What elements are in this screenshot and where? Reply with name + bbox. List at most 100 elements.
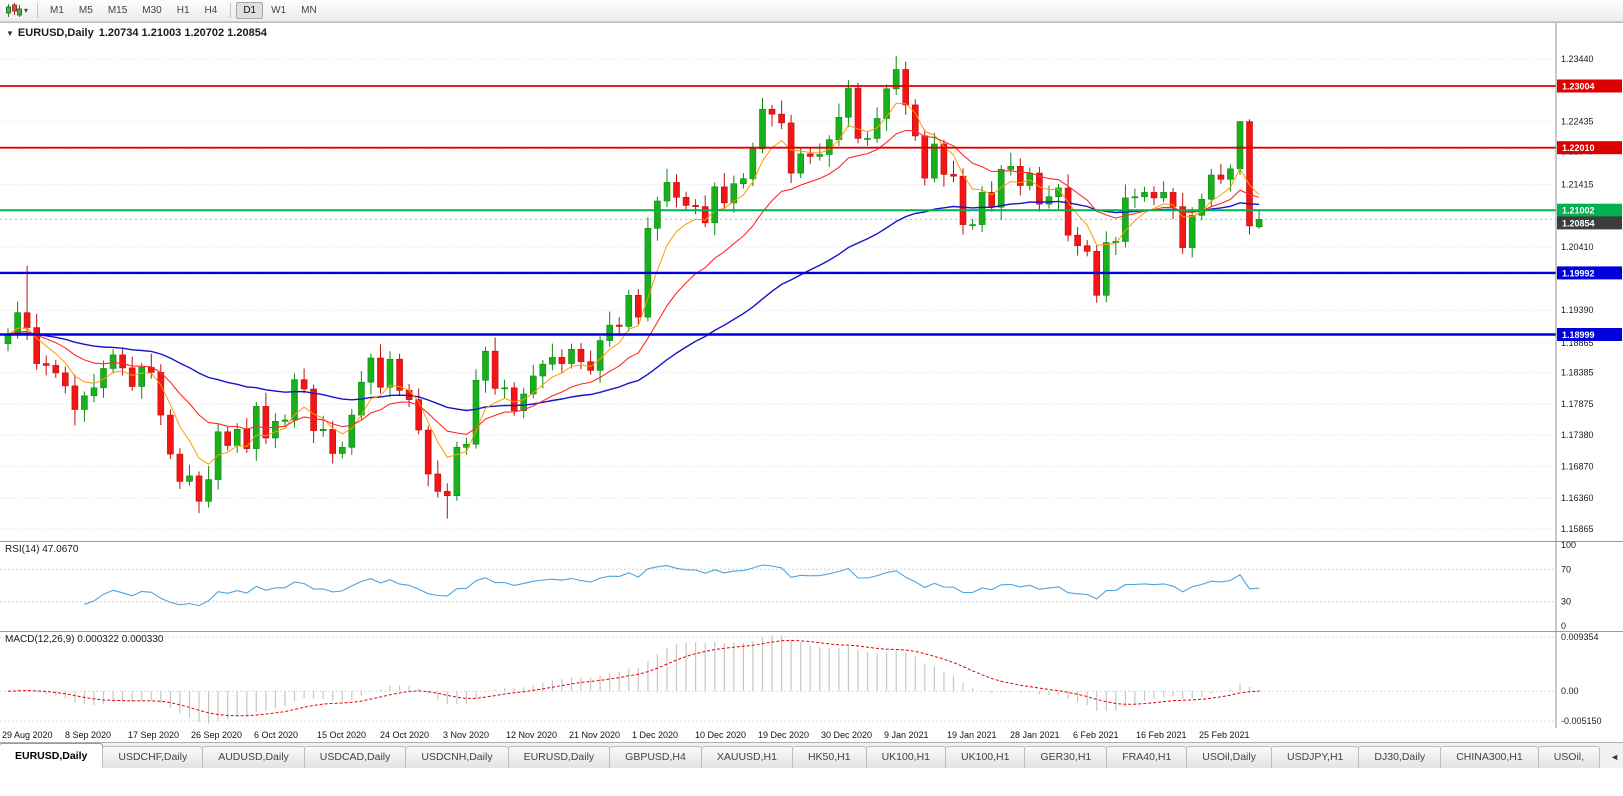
svg-text:1.19992: 1.19992 (1562, 268, 1595, 278)
level-price-badge (1557, 79, 1622, 93)
tab-audusd-daily[interactable]: AUDUSD,Daily (202, 746, 305, 768)
macd-panel: 0.009354 0.00 -0.005150 (0, 631, 1623, 728)
timeframe-h1-button[interactable]: H1 (176, 5, 190, 16)
price-tick-label: 1.23440 (1561, 54, 1594, 64)
chart-window: 1.234401.229901.224351.219451.214151.204… (0, 22, 1623, 742)
tab-eurusd-daily[interactable]: EURUSD,Daily (507, 746, 611, 768)
tab-usoil-daily[interactable]: USOil,Daily (1186, 746, 1272, 768)
ma-slow-line[interactable] (7, 200, 1260, 412)
level-price-badge (1557, 203, 1622, 217)
tab-gbpusd-h4[interactable]: GBPUSD,H4 (609, 746, 702, 768)
tab-scroll-left-icon[interactable]: ◄ (1610, 752, 1619, 762)
x-axis-date-label: 19 Dec 2020 (758, 730, 810, 740)
svg-text:1.18999: 1.18999 (1562, 330, 1595, 340)
x-axis-date-label: 1 Dec 2020 (632, 730, 679, 740)
level-price-badge (1557, 141, 1622, 155)
rsi-tick-label: 30 (1561, 597, 1571, 607)
price-tick-label: 1.19390 (1561, 305, 1594, 315)
tab-hk50-h1[interactable]: HK50,H1 (791, 746, 867, 768)
svg-text:1.22010: 1.22010 (1562, 143, 1595, 153)
tab-usdchf-daily[interactable]: USDCHF,Daily (102, 746, 204, 768)
tab-eurusd-daily[interactable]: EURUSD,Daily (0, 743, 104, 768)
x-axis-date-label: 17 Sep 2020 (128, 730, 180, 740)
price-tick-label: 1.18385 (1561, 368, 1594, 378)
x-axis-date-label: 28 Jan 2021 (1010, 730, 1060, 740)
svg-text:1.23004: 1.23004 (1562, 82, 1595, 92)
x-axis-date-label: 9 Jan 2021 (884, 730, 929, 740)
x-axis-date-label: 10 Dec 2020 (695, 730, 747, 740)
x-axis-date-label: 16 Feb 2021 (1136, 730, 1187, 740)
price-tick-label: 1.15865 (1561, 524, 1594, 534)
timeframe-m5-button[interactable]: M5 (78, 5, 93, 16)
x-axis-date-label: 30 Dec 2020 (821, 730, 873, 740)
rsi-tick-label: 100 (1561, 541, 1576, 550)
x-axis-date-label: 24 Oct 2020 (380, 730, 430, 740)
rsi-tick-label: 0 (1561, 621, 1566, 631)
current-price-badge (1557, 216, 1622, 230)
timeframe-w1-button[interactable]: W1 (271, 5, 287, 16)
chart-title: ▼ EURUSD,Daily 1.20734 1.21003 1.20702 1.2… (6, 27, 267, 39)
timeframe-d1-button[interactable]: D1 (236, 2, 264, 19)
price-tick-label: 1.17380 (1561, 430, 1594, 440)
level-price-badge (1557, 328, 1622, 341)
x-axis-date-label: 6 Feb 2021 (1073, 730, 1119, 740)
timeframe-m1-button[interactable]: M1 (50, 5, 64, 16)
ma-medium-line[interactable] (7, 129, 1260, 435)
x-axis-date-label: 8 Sep 2020 (65, 730, 112, 740)
macd-tick-label: 0.009354 (1561, 632, 1599, 642)
collapse-arrow-icon[interactable]: ▼ (6, 29, 14, 38)
macd-indicator-label: MACD(12,26,9) 0.000322 0.000330 (5, 634, 164, 645)
time-axis: 29 Aug 2020 8 Sep 2020 17 Sep 2020 26 Sep 2… (0, 728, 1556, 743)
timeframe-buttons: M1 M5 M15 M30 H1 H4 D1 W1 MN (43, 2, 325, 19)
x-axis-date-label: 26 Sep 2020 (191, 730, 243, 740)
x-axis-date-label: 19 Jan 2021 (947, 730, 997, 740)
candlestick-chart-icon[interactable] (5, 3, 22, 18)
rsi-tick-label: 70 (1561, 564, 1571, 574)
timeframe-m15-button[interactable]: M15 (107, 5, 128, 16)
candles (4, 55, 1263, 519)
tab-china300-h1[interactable]: CHINA300,H1 (1440, 746, 1539, 768)
timeframe-h4-button[interactable]: H4 (204, 5, 218, 16)
tab-usdcad-daily[interactable]: USDCAD,Daily (303, 746, 407, 768)
price-tick-label: 1.20410 (1561, 242, 1594, 252)
level-price-badge (1557, 266, 1622, 280)
toolbar-separator (230, 3, 232, 18)
x-axis-date-label: 21 Nov 2020 (569, 730, 621, 740)
price-tick-label: 1.17875 (1561, 399, 1594, 409)
tab-xauusd-h1[interactable]: XAUUSD,H1 (700, 746, 793, 768)
x-axis-date-label: 12 Nov 2020 (506, 730, 558, 740)
timeframe-mn-button[interactable]: MN (301, 5, 317, 16)
price-tick-label: 1.22435 (1561, 116, 1594, 126)
x-axis-date-label: 25 Feb 2021 (1199, 730, 1250, 740)
tab-usdjpy-h1[interactable]: USDJPY,H1 (1270, 746, 1360, 768)
tab-dj30-daily[interactable]: DJ30,Daily (1358, 746, 1442, 768)
tab-ger30-h1[interactable]: GER30,H1 (1024, 746, 1108, 768)
svg-text:1.20854: 1.20854 (1562, 218, 1595, 228)
tab-usoil[interactable]: USOil, (1537, 746, 1601, 768)
symbol-tab-bar: ◄ EURUSD,Daily USDCHF,Daily AUDUSD,Daily US… (0, 742, 1623, 768)
x-axis-date-label: 3 Nov 2020 (443, 730, 490, 740)
macd-tick-label: -0.005150 (1561, 716, 1602, 726)
tab-uk100-h1[interactable]: UK100,H1 (945, 746, 1026, 768)
timeframe-m30-button[interactable]: M30 (142, 5, 162, 16)
price-tick-label: 1.18865 (1561, 338, 1594, 348)
tab-fra40-h1[interactable]: FRA40,H1 (1106, 746, 1188, 768)
rsi-indicator-label: RSI(14) 47.0670 (5, 544, 79, 555)
price-grid: 1.234401.229901.224351.219451.214151.204… (0, 54, 1594, 534)
dropdown-caret-icon[interactable]: ▾ (24, 6, 29, 15)
price-tick-label: 1.21415 (1561, 180, 1594, 190)
x-axis-date-label: 6 Oct 2020 (254, 730, 299, 740)
svg-text:1.21002: 1.21002 (1562, 206, 1595, 216)
x-axis-date-label: 29 Aug 2020 (2, 730, 53, 740)
ma-fast-line[interactable] (7, 102, 1260, 465)
toolbar: ▾ M1 M5 M15 M30 H1 H4 D1 W1 MN (0, 0, 1623, 22)
price-tick-label: 1.16360 (1561, 493, 1594, 503)
toolbar-separator (37, 3, 39, 18)
x-axis-date-label: 15 Oct 2020 (317, 730, 367, 740)
macd-tick-label: 0.00 (1561, 686, 1579, 696)
tab-uk100-h1[interactable]: UK100,H1 (865, 746, 947, 768)
tab-usdcnh-daily[interactable]: USDCNH,Daily (405, 746, 509, 768)
chart-ohlc-values: 1.20734 1.21003 1.20702 1.20854 (98, 27, 267, 39)
price-chart-panel[interactable]: 1.234401.229901.224351.219451.214151.204… (0, 23, 1623, 541)
price-tick-label: 1.16870 (1561, 462, 1594, 472)
